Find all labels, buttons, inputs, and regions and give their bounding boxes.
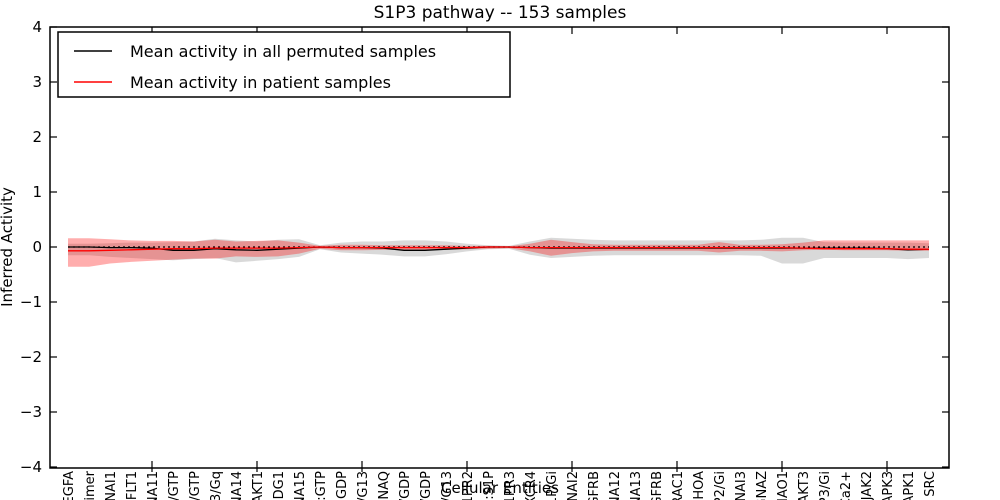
x-category-label: VEGFA — [62, 471, 77, 500]
x-category-label: GNAI3 — [734, 471, 749, 500]
chart-title: S1P3 pathway -- 153 samples — [374, 3, 627, 23]
y-axis-label: Inferred Activity — [0, 187, 16, 307]
x-category-label: RAC1 — [671, 471, 686, 500]
x-category-label: PDGFB-D/PDGFRB — [587, 471, 602, 500]
x-category-label: Rac1/GTP — [167, 471, 182, 500]
x-category-label: S1P/S1P2/Gi — [713, 471, 728, 500]
x-category-label: JAK2 — [860, 471, 875, 500]
x-category-label: MAPK1 — [902, 471, 917, 500]
x-category-label: GNAQ — [377, 471, 392, 500]
x-category-label: S1P/S1P3/G12/G13 — [440, 471, 455, 500]
legend: Mean activity in all permuted samples Me… — [57, 31, 511, 98]
x-category-label: EDG1 — [272, 471, 287, 500]
x-category-label: FLT1 — [125, 471, 140, 500]
x-category-label: AKT3 — [797, 471, 812, 500]
x-category-label: S1PR2 — [461, 471, 476, 500]
y-tick-label: 2 — [32, 128, 42, 146]
x-category-label: GNA12 — [608, 471, 623, 500]
x-category-label: mol:S1P — [482, 471, 497, 500]
y-tick-label: −1 — [20, 293, 42, 311]
x-category-label: GNAO1 — [776, 471, 791, 500]
band-permuted-range — [68, 237, 929, 264]
x-category-label: GNA14 — [230, 471, 245, 500]
legend-box — [57, 31, 511, 98]
x-category-label: mol:GTP — [314, 471, 329, 500]
x-category-label: mol:GDP — [335, 471, 350, 500]
x-category-label: GNAZ — [755, 471, 770, 500]
x-category-label: GNAI2 — [566, 471, 581, 500]
x-category-label: S1PR3 — [503, 471, 518, 500]
x-category-label: SRC — [923, 471, 938, 497]
y-tick-label: 4 — [32, 18, 42, 36]
plot-area: 4 3 2 1 0 −1 −2 −3 −4 VEGFA VEGFR1 homodimer/VEGFA… — [20, 18, 950, 500]
x-category-label: PDGFRB — [650, 471, 665, 500]
y-tick-label: −2 — [20, 348, 42, 366]
legend-label-patient: Mean activity in patient samples — [130, 73, 391, 92]
y-tick-label: 0 — [32, 238, 42, 256]
x-category-label: GNA15 — [293, 471, 308, 500]
x-category-label: RHOA — [692, 471, 707, 500]
y-tick-label: −3 — [20, 403, 42, 421]
x-category-label: mol:Ca2+ — [839, 471, 854, 500]
y-tick-label: 3 — [32, 73, 42, 91]
x-category-label: S1P1/S1P/Gi — [545, 471, 560, 500]
x-category-label: MAPK3 — [881, 471, 896, 500]
x-category-label: RhoA/GTP — [188, 471, 203, 500]
x-category-label: RhoA/GDP — [419, 471, 434, 500]
x-category-label: S1P/S1P3/Gq — [209, 471, 224, 500]
x-category-label: GNA11 — [146, 471, 161, 500]
line-patient-mean — [68, 246, 929, 252]
x-category-label: CXCR4 — [524, 471, 539, 500]
x-category-label: AKT1 — [251, 471, 266, 500]
y-tick-label: 1 — [32, 183, 42, 201]
x-category-label: GNA13 — [629, 471, 644, 500]
x-category-label: GNAI1 — [104, 471, 119, 500]
x-category-label: VEGFR1 homodimer/VEGFA homodimer — [83, 470, 98, 500]
x-axis-label: Cellular Entities — [441, 479, 559, 497]
x-category-label: Rac1/GDP — [398, 471, 413, 500]
x-category-label: S1P/S1P3/Gi — [818, 471, 833, 500]
x-category-label: G12/G13 — [356, 471, 371, 500]
legend-label-permuted: Mean activity in all permuted samples — [130, 42, 436, 61]
y-tick-label: −4 — [20, 458, 42, 476]
band-patient-range — [68, 238, 929, 267]
